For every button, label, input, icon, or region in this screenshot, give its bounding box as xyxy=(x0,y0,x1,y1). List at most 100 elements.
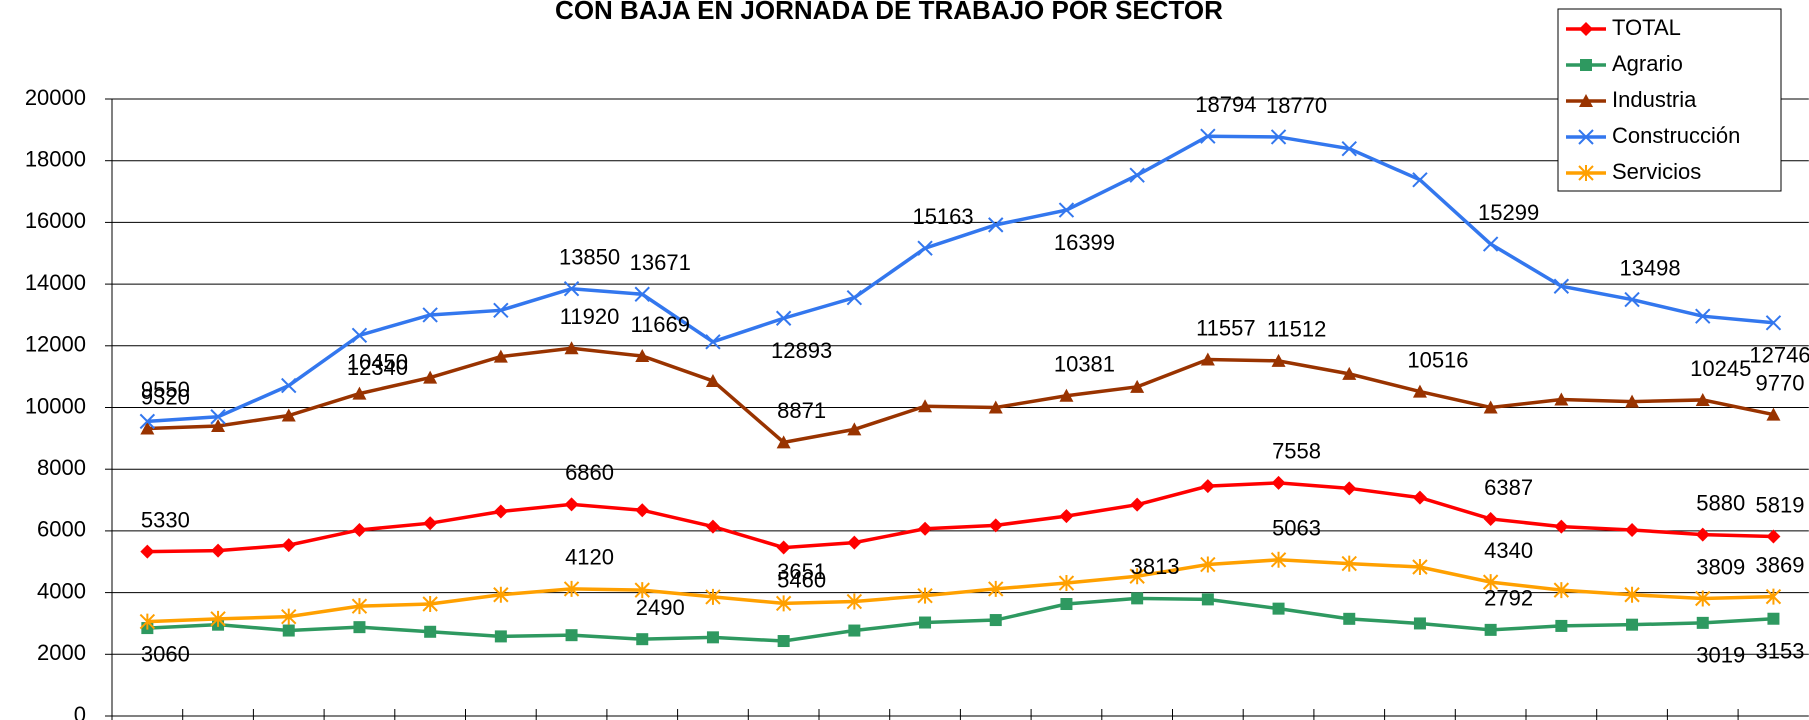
legend-box xyxy=(1557,8,1782,192)
point xyxy=(1200,556,1216,573)
point xyxy=(988,580,1004,597)
point xyxy=(1413,617,1426,630)
point xyxy=(1412,172,1428,188)
point xyxy=(846,289,863,306)
point xyxy=(705,334,721,350)
point xyxy=(494,630,507,643)
y-tick-label: 16000 xyxy=(25,208,86,233)
point xyxy=(634,286,650,302)
point xyxy=(917,587,933,604)
point xyxy=(1555,619,1568,632)
point xyxy=(351,327,368,344)
data-label: 2490 xyxy=(636,595,685,620)
point xyxy=(281,538,296,553)
point xyxy=(1626,618,1639,631)
data-label: 12340 xyxy=(347,355,408,380)
point xyxy=(1624,291,1640,308)
data-label: 10245 xyxy=(1690,356,1751,381)
data-label: 10381 xyxy=(1054,352,1115,377)
point xyxy=(917,240,933,256)
point xyxy=(352,522,367,537)
point xyxy=(635,349,650,363)
point xyxy=(1766,407,1781,421)
y-tick-label: 4000 xyxy=(37,578,86,603)
point xyxy=(1342,481,1357,496)
point xyxy=(1058,202,1075,218)
data-label: 9770 xyxy=(1756,370,1805,395)
data-label: 3813 xyxy=(1131,554,1180,579)
point xyxy=(1201,593,1214,606)
point xyxy=(352,386,367,400)
point xyxy=(1058,575,1075,592)
y-tick-label: 10000 xyxy=(25,393,86,418)
data-label: 6387 xyxy=(1484,475,1533,500)
point xyxy=(1342,366,1357,380)
point xyxy=(563,281,580,297)
data-label: 12893 xyxy=(771,338,832,363)
y-tick-label: 14000 xyxy=(25,270,86,295)
point xyxy=(139,613,156,630)
point xyxy=(847,535,862,550)
series-line xyxy=(147,481,1774,554)
point xyxy=(847,422,862,436)
data-label: 13498 xyxy=(1619,255,1680,280)
point xyxy=(1580,59,1592,71)
point xyxy=(705,373,720,387)
point xyxy=(1766,529,1781,544)
point xyxy=(1129,167,1145,183)
data-label: 16399 xyxy=(1054,230,1115,255)
point xyxy=(565,629,578,642)
point xyxy=(210,409,226,425)
point xyxy=(988,400,1003,414)
point xyxy=(776,540,791,555)
point xyxy=(1483,511,1498,526)
point xyxy=(1484,623,1497,636)
point xyxy=(424,625,437,638)
data-label: 18770 xyxy=(1266,93,1327,118)
point xyxy=(353,621,366,634)
data-label: 5819 xyxy=(1756,492,1805,517)
point xyxy=(1765,588,1782,605)
point xyxy=(1554,519,1569,534)
point xyxy=(1695,392,1710,406)
point xyxy=(634,582,650,599)
point xyxy=(705,519,720,534)
data-label: 8871 xyxy=(777,398,826,423)
point xyxy=(706,631,719,644)
point xyxy=(1412,558,1428,575)
data-label: 3651 xyxy=(777,559,826,584)
legend-label: Industria xyxy=(1612,87,1697,112)
data-label: 12746 xyxy=(1749,343,1809,368)
point xyxy=(988,518,1003,533)
point xyxy=(1130,497,1145,512)
point xyxy=(636,633,649,646)
point xyxy=(1696,616,1709,629)
point xyxy=(211,543,226,558)
point xyxy=(1482,574,1499,591)
data-label: 3153 xyxy=(1756,639,1805,664)
point xyxy=(1624,586,1640,603)
point xyxy=(422,307,438,323)
point xyxy=(1129,568,1145,585)
point xyxy=(281,408,296,422)
data-label: 3060 xyxy=(141,641,190,666)
data-label: 11557 xyxy=(1196,315,1256,340)
data-label: 3809 xyxy=(1696,554,1745,579)
point xyxy=(1578,129,1594,145)
data-label: 13850 xyxy=(559,245,620,270)
point xyxy=(1271,353,1286,367)
data-label: 10450 xyxy=(347,349,408,374)
legend-label: Agrario xyxy=(1612,51,1683,76)
point xyxy=(1695,308,1711,324)
y-tick-label: 18000 xyxy=(25,147,86,172)
point xyxy=(1270,551,1287,568)
series-line xyxy=(147,558,1774,624)
series-line xyxy=(147,134,1774,424)
point xyxy=(1200,352,1215,366)
point xyxy=(1200,128,1216,144)
data-label: 11512 xyxy=(1267,317,1327,342)
point xyxy=(210,610,226,627)
data-label: 15299 xyxy=(1478,200,1539,225)
